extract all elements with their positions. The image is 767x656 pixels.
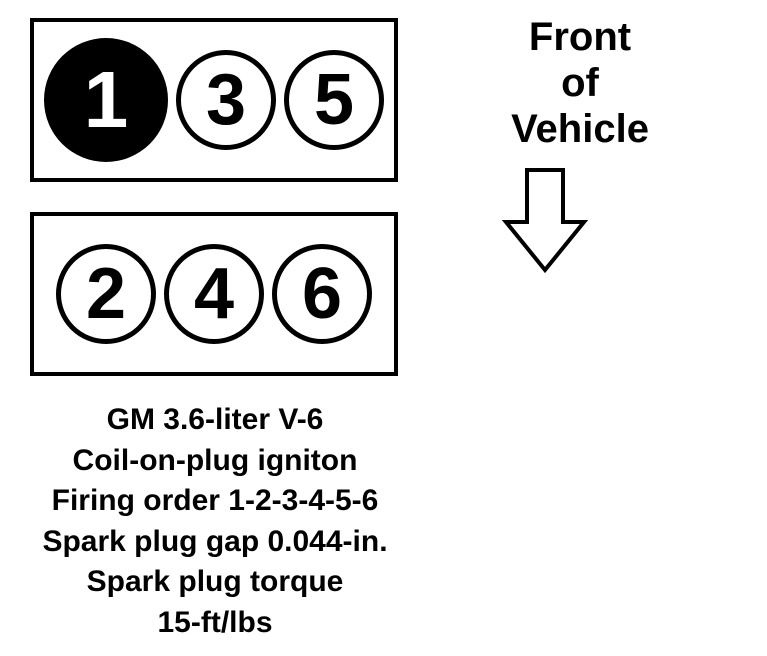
cylinder-3: 3	[176, 50, 276, 150]
spec-plug-gap: Spark plug gap 0.044-in.	[0, 522, 430, 563]
spec-ignition: Coil-on-plug igniton	[0, 441, 430, 482]
cylinder-2: 2	[56, 244, 156, 344]
spec-engine: GM 3.6-liter V-6	[0, 400, 430, 441]
front-of-vehicle-label: Front of Vehicle	[440, 14, 720, 152]
front-label-line1: Front	[529, 15, 631, 59]
spec-plug-torque-label: Spark plug torque	[0, 562, 430, 603]
cylinder-6: 6	[272, 244, 372, 344]
down-arrow-icon	[500, 166, 590, 276]
cylinder-bank-bottom: 2 4 6	[30, 212, 398, 376]
cylinder-1: 1	[44, 38, 168, 162]
cylinder-5: 5	[284, 50, 384, 150]
front-label-line2: of	[561, 61, 599, 105]
front-label-line3: Vehicle	[511, 107, 649, 151]
engine-specs: GM 3.6-liter V-6 Coil-on-plug igniton Fi…	[0, 400, 430, 643]
spec-plug-torque-value: 15-ft/lbs	[0, 603, 430, 644]
cylinder-bank-top: 1 3 5	[30, 18, 398, 182]
spec-firing-order: Firing order 1-2-3-4-5-6	[0, 481, 430, 522]
cylinder-4: 4	[164, 244, 264, 344]
